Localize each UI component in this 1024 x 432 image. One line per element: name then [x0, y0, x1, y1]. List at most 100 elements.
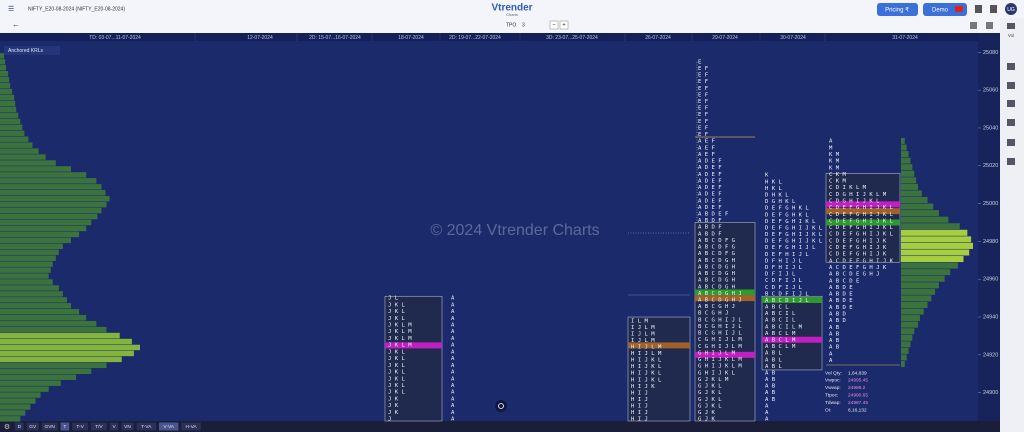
- plus-button[interactable]: [559, 20, 569, 30]
- tpo-row: J K L: [388, 302, 405, 308]
- volume-bar: [901, 190, 922, 197]
- tpo-row: A B L: [765, 351, 782, 357]
- date-label: 31-07-2024: [892, 35, 918, 41]
- back-arrow[interactable]: ←: [12, 20, 20, 29]
- settings-gear[interactable]: ⚙: [4, 423, 10, 431]
- toolbar-label: T-VA: [141, 424, 152, 430]
- toolbar-button[interactable]: [60, 422, 70, 431]
- tpo-row: H I J K L: [631, 364, 662, 370]
- tpo-value[interactable]: 3: [522, 22, 525, 28]
- volume-bar: [0, 297, 67, 303]
- tpo-row: A: [451, 356, 455, 362]
- volume-bar: [901, 275, 945, 282]
- toolbar-button[interactable]: [159, 422, 179, 431]
- stat-value: 6,16,132: [848, 407, 867, 413]
- sidebar-icon[interactable]: [1007, 158, 1015, 165]
- tpo-row: I J L M: [631, 331, 655, 337]
- tpo-row: A B C D G H: [698, 271, 735, 277]
- toolbar-button[interactable]: [15, 422, 24, 431]
- tpo-row: H I J K L: [631, 358, 662, 364]
- menu-icon[interactable]: ☰: [8, 6, 14, 13]
- pricing-button[interactable]: [877, 3, 918, 16]
- volume-bar: [0, 273, 49, 279]
- doc-icon[interactable]: [975, 5, 982, 13]
- highlight-row: [695, 295, 755, 302]
- pricing-label: Pricing ₹: [885, 7, 909, 14]
- logo[interactable]: Vtrender: [491, 3, 532, 14]
- sidebar-icon[interactable]: [1007, 119, 1015, 126]
- volume-bar: [0, 374, 77, 380]
- date-label: 2D: 19-07...22-07-2024: [449, 35, 501, 41]
- bell-icon[interactable]: [990, 5, 997, 13]
- tpo-row: G J K: [698, 417, 715, 423]
- volume-bar: [0, 279, 53, 285]
- volume-bar: [0, 219, 92, 226]
- tpo-row: A B C L M: [765, 338, 796, 344]
- sidebar-icon[interactable]: [1007, 139, 1015, 146]
- tpo-row: A B D E: [829, 298, 853, 304]
- stat-label: Vwpoc:: [825, 378, 841, 384]
- tpo-row: A: [451, 329, 455, 335]
- tpo-row: C D E F G H I J K L: [829, 212, 894, 218]
- tpo-row: A B C D G H: [698, 284, 735, 290]
- tpo-row: A B D E: [829, 292, 853, 298]
- value-area-box: [384, 295, 443, 422]
- volume-bar: [901, 354, 907, 361]
- date-label: 29-07-2024: [712, 35, 738, 41]
- tpo-row: H I J: [631, 390, 648, 396]
- anchored-box[interactable]: [4, 46, 60, 55]
- toolbar-button[interactable]: [136, 422, 156, 431]
- y-tick-label: 24920: [983, 352, 998, 358]
- instrument-title[interactable]: NIFTY_E20-08-2024 (NIFTY_E20-08-2024): [28, 6, 125, 12]
- tpo-row: A B C L M: [765, 344, 796, 350]
- volume-bar: [0, 225, 87, 232]
- volume-bar: [0, 255, 56, 261]
- y-tick-label: 25060: [983, 88, 998, 94]
- toolbar-button[interactable]: [181, 422, 201, 431]
- highlight-row: [385, 342, 442, 349]
- tpo-row: E F: [698, 73, 709, 79]
- tpo-row: G J K: [698, 410, 715, 416]
- user-avatar[interactable]: [1005, 3, 1017, 15]
- volume-bar: [0, 76, 10, 83]
- volume-icon[interactable]: [1007, 23, 1015, 29]
- tpo-row: A B C D F G: [698, 251, 736, 257]
- tpo-row: J K L M: [388, 343, 412, 349]
- volume-bar: [901, 223, 960, 230]
- toolbar-button[interactable]: [41, 422, 58, 431]
- recenter-button[interactable]: [495, 400, 507, 412]
- volume-bar: [901, 203, 934, 210]
- tpo-row: A B C G H J: [698, 304, 735, 310]
- tpo-row: A C D E F G H I J K: [829, 258, 894, 264]
- volume-bar: [0, 148, 39, 154]
- tpo-row: A B: [765, 384, 776, 390]
- minus-button[interactable]: [549, 20, 559, 30]
- tpo-row: I J L M: [631, 338, 655, 344]
- save-icon[interactable]: [970, 22, 977, 29]
- sidebar-icon[interactable]: [1007, 100, 1015, 107]
- toolbar-label: H-VA: [186, 424, 198, 430]
- sidebar-icon[interactable]: [1007, 63, 1015, 70]
- volume-bar: [0, 386, 49, 392]
- volume-bar: [0, 124, 23, 131]
- tpo-row: G J K L: [698, 397, 722, 403]
- settings-icon[interactable]: [986, 22, 993, 29]
- toolbar-button[interactable]: [109, 422, 119, 431]
- toolbar-button[interactable]: [121, 422, 134, 431]
- tpo-row: C D I K L M: [829, 185, 867, 191]
- date-label: 3D: 23-07...25-07-2024: [546, 35, 598, 41]
- tpo-row: E F: [698, 119, 709, 125]
- volume-bar: [0, 94, 15, 101]
- tpo-row: D E F G H I J L: [765, 245, 816, 251]
- toolbar-label: GVN: [44, 424, 55, 430]
- logo-sub: Charts: [506, 12, 518, 17]
- tpo-row: A: [451, 396, 455, 402]
- tpo-row: G J K L M: [698, 377, 729, 383]
- toolbar-button[interactable]: [72, 422, 88, 431]
- tpo-row: A: [829, 358, 833, 364]
- toolbar-button[interactable]: [91, 422, 107, 431]
- highlight-row: [695, 351, 755, 358]
- sidebar-icon[interactable]: [1007, 82, 1015, 89]
- volume-bar: [0, 267, 51, 273]
- toolbar-button[interactable]: [26, 422, 39, 431]
